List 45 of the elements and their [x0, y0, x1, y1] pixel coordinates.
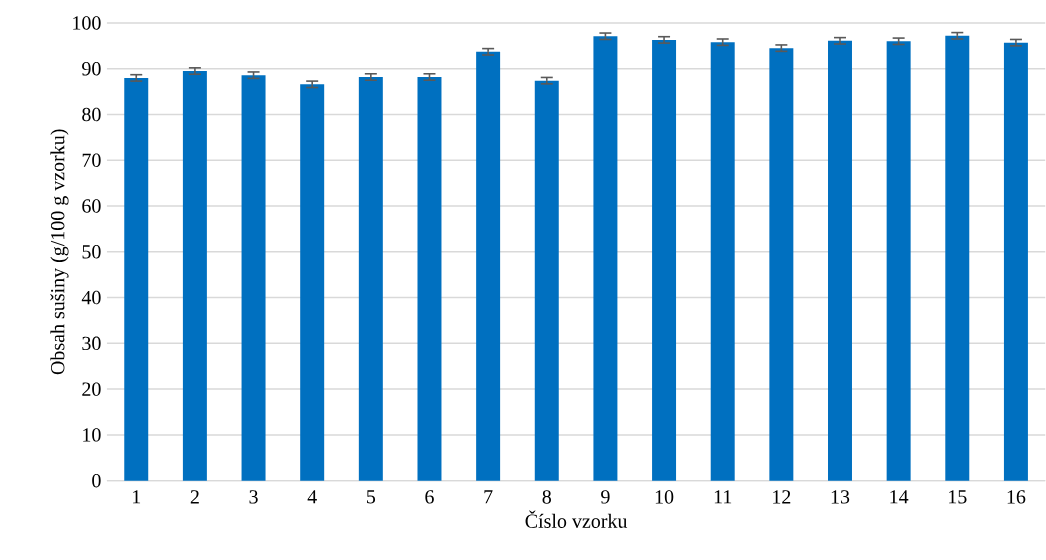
x-tick-label: 4	[307, 490, 317, 504]
x-tick-label: 11	[714, 490, 732, 504]
x-tick-label: 6	[425, 490, 434, 504]
bar	[886, 41, 911, 481]
y-tick-label: 30	[82, 336, 101, 351]
x-tick-label: 3	[249, 490, 258, 504]
bar	[241, 75, 266, 481]
bar	[358, 77, 383, 481]
bar	[652, 40, 677, 481]
bar	[769, 48, 794, 481]
bar	[828, 41, 852, 481]
x-tick-label: 14	[890, 490, 909, 504]
bar	[1003, 42, 1028, 481]
y-tick-label: 0	[92, 474, 101, 488]
y-tick-label: 70	[82, 153, 101, 168]
x-tick-label: 2	[190, 490, 199, 504]
y-tick-label: 100	[73, 16, 101, 30]
y-tick-label: 40	[81, 291, 101, 305]
x-tick-label: 16	[1007, 490, 1026, 504]
y-tick-label: 20	[82, 382, 101, 397]
x-tick-label: 8	[542, 490, 551, 504]
x-axis-title: Číslo vzorku	[525, 510, 628, 529]
y-tick-label: 50	[82, 245, 101, 259]
bar	[124, 78, 149, 481]
x-tick-label: 10	[655, 490, 674, 504]
y-tick-label: 60	[82, 199, 101, 213]
bar	[534, 80, 559, 481]
x-tick-label: 7	[484, 490, 493, 504]
x-tick-label: 13	[831, 490, 850, 504]
x-tick-label: 9	[601, 490, 610, 504]
bar	[417, 77, 442, 481]
x-tick-label: 12	[773, 490, 791, 504]
x-tick-label: 15	[949, 490, 967, 504]
y-tick-label: 10	[83, 428, 101, 442]
y-tick-label: 90	[82, 62, 101, 76]
bar	[300, 84, 325, 481]
x-tick-label: 5	[367, 490, 376, 504]
y-tick-label: 80	[82, 107, 101, 122]
bar	[182, 71, 207, 481]
bar	[710, 42, 735, 481]
y-axis-title: Obsah sušiny (g/100 g vzorku)	[50, 129, 69, 375]
bar	[593, 36, 618, 481]
bar	[945, 36, 970, 481]
bar	[476, 52, 501, 481]
x-tick-label: 1	[133, 490, 141, 504]
